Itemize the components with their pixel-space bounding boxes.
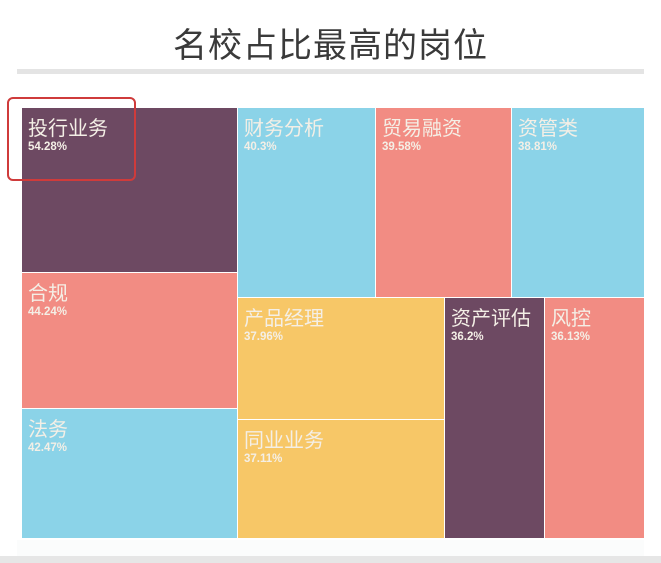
cell-value: 39.58% — [382, 141, 422, 153]
treemap-cell-trade-finance[interactable]: 贸易融资 39.58% — [376, 108, 511, 297]
cell-label: 投行业务 — [28, 116, 108, 140]
cell-label: 风控 — [551, 306, 591, 330]
treemap-cell-compliance[interactable]: 合规 44.24% — [22, 273, 237, 408]
chart-title: 名校占比最高的岗位 — [173, 26, 488, 66]
cell-value: 54.28% — [28, 141, 68, 153]
highlight-annotation-box — [7, 97, 136, 181]
cell-label: 资产评估 — [451, 306, 531, 330]
cell-label: 财务分析 — [244, 116, 324, 140]
title-divider — [17, 69, 644, 74]
cell-value: 42.47% — [28, 442, 68, 454]
cell-value: 37.96% — [244, 331, 284, 343]
treemap-cell-risk-control[interactable]: 风控 36.13% — [545, 298, 644, 538]
treemap-cell-financial-analysis[interactable]: 财务分析 40.3% — [238, 108, 375, 297]
cell-label: 资管类 — [518, 116, 578, 140]
treemap-cell-ib[interactable]: 投行业务 54.28% — [22, 108, 237, 272]
cell-label: 产品经理 — [244, 306, 324, 330]
card-bottom — [17, 540, 644, 556]
cell-value: 44.24% — [28, 306, 68, 318]
treemap-cell-legal[interactable]: 法务 42.47% — [22, 409, 237, 538]
treemap-cell-asset-valuation[interactable]: 资产评估 36.2% — [445, 298, 544, 538]
cell-value: 36.13% — [551, 331, 591, 343]
cell-value: 36.2% — [451, 331, 484, 343]
cell-value: 37.11% — [244, 453, 283, 465]
treemap-cell-asset-management[interactable]: 资管类 38.81% — [512, 108, 644, 297]
cell-label: 贸易融资 — [382, 116, 462, 140]
bottom-divider — [0, 556, 661, 563]
cell-label: 合规 — [28, 281, 68, 305]
treemap-cell-interbank[interactable]: 同业业务 37.11% — [238, 420, 444, 538]
cell-label: 法务 — [28, 417, 68, 441]
treemap-cell-product-manager[interactable]: 产品经理 37.96% — [238, 298, 444, 419]
cell-label: 同业业务 — [244, 428, 324, 452]
cell-value: 40.3% — [244, 141, 277, 153]
cell-value: 38.81% — [518, 141, 558, 153]
